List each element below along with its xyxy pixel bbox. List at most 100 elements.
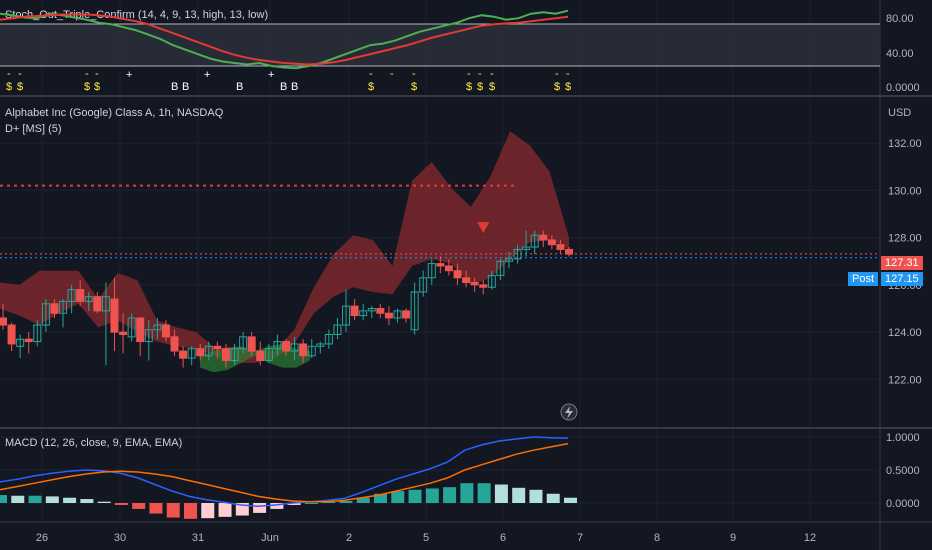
time-axis-tick: 7 (577, 532, 583, 544)
macd-histogram-bar (63, 497, 77, 503)
candle-body (487, 274, 496, 288)
time-axis-tick: 5 (423, 532, 429, 544)
macd-histogram-bar (235, 503, 249, 516)
stoch-marker-dash: - (18, 68, 22, 80)
stoch-marker: $ (94, 81, 100, 93)
candle-body (427, 263, 436, 279)
candle-body (76, 289, 85, 302)
stoch-d-line (0, 13, 569, 66)
macd-histogram-bar (80, 499, 94, 503)
stoch-title: Stoch_Out_Triple_Confirm (14, 4, 9, 13, … (5, 9, 268, 21)
candle-body (161, 324, 170, 338)
candle-body (324, 333, 333, 345)
candle-body (290, 343, 299, 352)
candle-body (213, 345, 222, 350)
stoch-marker-dash: - (412, 68, 416, 80)
stoch-k-line (0, 9, 569, 70)
candle-body (84, 296, 93, 302)
macd-line (0, 436, 569, 508)
candle-body (333, 324, 342, 335)
stoch-marker: B (291, 81, 298, 93)
post-market-label: Post (848, 272, 879, 286)
time-axis-tick: 9 (730, 532, 736, 544)
candle-body (187, 348, 196, 359)
lightning-icon-glyph (565, 406, 573, 419)
candle-body (453, 270, 462, 279)
macd-histogram-bar (149, 503, 163, 514)
candle-body (496, 260, 505, 276)
stoch-marker: $ (466, 81, 472, 93)
macd-histogram-bar (460, 483, 474, 503)
post-market-price-badge: 127.15 (881, 272, 923, 286)
stoch-marker: $ (489, 81, 495, 93)
stoch-marker-dash: - (95, 68, 99, 80)
candle-body (0, 317, 7, 326)
stoch-marker: + (204, 69, 210, 81)
stoch-marker-dash: - (490, 68, 494, 80)
macd-histogram-bar (166, 503, 180, 518)
stoch-marker-dash: - (7, 68, 11, 80)
time-axis-tick: 26 (36, 532, 48, 544)
macd-histogram-bar (304, 503, 318, 504)
price-axis-tick: 122.00 (888, 374, 922, 386)
indicator-title: D+ [MS] (5) (5, 123, 62, 135)
candle-body (119, 331, 128, 335)
macd-histogram-bar (408, 489, 422, 503)
time-axis-tick: 31 (192, 532, 204, 544)
stoch-marker: + (126, 69, 132, 81)
stoch-marker: B (171, 81, 178, 93)
macd-histogram-bar (287, 503, 301, 505)
stoch-marker: + (268, 69, 274, 81)
candle-body (556, 244, 565, 250)
candle-body (221, 348, 230, 361)
candle-body (316, 343, 325, 347)
macd-axis-tick: 0.5000 (886, 465, 920, 477)
price-axis-tick: 128.00 (888, 233, 922, 245)
macd-axis-tick: 0.0000 (886, 498, 920, 510)
candle-body (110, 298, 119, 333)
candle-body (462, 277, 471, 284)
stoch-axis-tick: 0.0000 (886, 82, 920, 94)
candle-body (410, 291, 419, 331)
stoch-marker: $ (84, 81, 90, 93)
candle-body (359, 310, 368, 317)
candle-body (179, 350, 188, 359)
candle-body (101, 296, 110, 312)
candle-body (307, 345, 316, 357)
price-axis-tick: 130.00 (888, 185, 922, 197)
candle-body (239, 336, 248, 350)
candle-body (530, 234, 539, 248)
stoch-band (0, 24, 880, 66)
currency-label: USD (888, 107, 911, 119)
macd-histogram-bar (374, 493, 387, 503)
candle-body (24, 338, 33, 343)
stoch-marker: $ (411, 81, 417, 93)
time-axis-tick: Jun (261, 532, 279, 544)
candle-body (264, 348, 273, 361)
stoch-marker-dash: - (566, 68, 570, 80)
candle-body (67, 289, 76, 302)
stoch-axis-tick: 80.00 (886, 13, 914, 25)
candle-body (376, 308, 385, 314)
candle-body (230, 348, 239, 361)
candle-body (127, 317, 136, 338)
candle-body (350, 305, 359, 317)
candle-body (136, 317, 145, 343)
candle-body (419, 277, 428, 293)
macd-histogram-bar (45, 496, 59, 503)
macd-histogram-bar (218, 503, 232, 517)
macd-histogram-bar (339, 501, 353, 503)
stoch-marker: $ (6, 81, 12, 93)
candle-body (367, 308, 376, 312)
stoch-axis-tick: 40.00 (886, 48, 914, 60)
candle-body (299, 343, 308, 357)
macd-histogram-bar (546, 493, 560, 503)
stoch-marker: $ (554, 81, 560, 93)
time-axis-tick: 30 (114, 532, 126, 544)
candle-body (444, 265, 453, 272)
main-chart-title: Alphabet Inc (Google) Class A, 1h, NASDA… (5, 107, 224, 119)
macd-histogram-bar (270, 503, 284, 509)
candle-body (342, 305, 351, 326)
stoch-marker: $ (477, 81, 483, 93)
